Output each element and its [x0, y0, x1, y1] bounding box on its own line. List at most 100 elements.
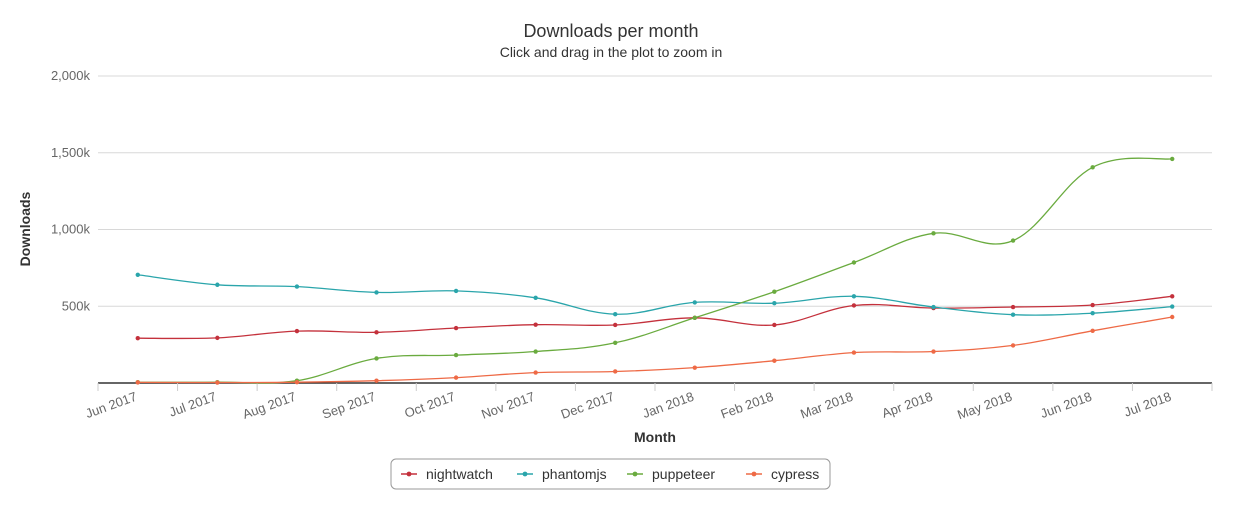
series-phantomjs — [135, 272, 1175, 317]
data-point-phantomjs — [374, 290, 379, 295]
series-line-nightwatch — [137, 295, 1173, 340]
data-point-puppeteer — [931, 231, 936, 236]
data-point-puppeteer — [1010, 238, 1016, 243]
x-tick-label: Mar 2018 — [798, 389, 855, 422]
y-tick-label: 1,500k — [51, 145, 91, 160]
x-tick-label: Apr 2018 — [880, 389, 935, 421]
data-point-nightwatch — [851, 303, 857, 308]
data-point-puppeteer — [1090, 165, 1095, 170]
data-point-nightwatch — [1090, 302, 1095, 308]
y-tick-label: 1,000k — [51, 222, 91, 237]
series-cypress — [135, 314, 1175, 385]
data-point-cypress — [1170, 314, 1175, 320]
legend-item-nightwatch[interactable]: nightwatch — [401, 466, 493, 482]
data-point-nightwatch — [1170, 294, 1175, 299]
data-point-nightwatch — [533, 322, 538, 327]
data-point-puppeteer — [613, 340, 618, 345]
legend: nightwatch phantomjs puppeteer cypress — [390, 458, 831, 490]
data-point-phantomjs — [851, 294, 857, 299]
data-point-nightwatch — [772, 322, 777, 328]
data-point-puppeteer — [533, 349, 538, 354]
series-lines — [135, 156, 1175, 385]
data-point-puppeteer — [692, 315, 697, 320]
gridlines — [98, 75, 1212, 307]
x-tick-label: Jun 2017 — [83, 389, 138, 421]
x-tick-label: Nov 2017 — [479, 389, 536, 422]
legend-marker-icon — [406, 471, 412, 477]
x-axis-ticks: Jun 2017 Jul 2017 Aug 2017 Sep 2017 Oct 2017… — [83, 383, 1213, 423]
data-point-phantomjs — [1170, 304, 1175, 309]
legend-item-puppeteer[interactable]: puppeteer — [627, 466, 715, 482]
legend-label: puppeteer — [652, 466, 715, 482]
y-axis-title: Downloads — [17, 191, 33, 266]
data-point-phantomjs — [1010, 312, 1016, 317]
data-point-cypress — [692, 365, 697, 370]
data-point-phantomjs — [294, 284, 300, 289]
data-point-cypress — [374, 378, 379, 383]
data-point-puppeteer — [453, 352, 459, 358]
x-tick-label: Jan 2018 — [640, 389, 695, 421]
legend-marker-icon — [522, 471, 528, 477]
series-line-phantomjs — [137, 274, 1173, 316]
y-axis-ticks: 500k 1,000k 1,500k 2,000k — [51, 68, 91, 313]
legend-item-cypress[interactable]: cypress — [746, 466, 819, 482]
data-point-phantomjs — [772, 300, 777, 306]
data-point-phantomjs — [692, 300, 697, 305]
data-point-phantomjs — [215, 282, 220, 287]
data-point-puppeteer — [851, 260, 857, 265]
series-line-cypress — [137, 316, 1173, 384]
data-point-nightwatch — [215, 335, 220, 341]
data-point-cypress — [215, 380, 220, 385]
data-point-phantomjs — [453, 288, 459, 294]
data-point-cypress — [1010, 343, 1016, 348]
data-point-puppeteer — [1170, 156, 1175, 162]
series-nightwatch — [135, 294, 1175, 341]
x-tick-label: Dec 2017 — [559, 389, 616, 422]
x-tick-label: Feb 2018 — [719, 389, 776, 422]
legend-item-phantomjs[interactable]: phantomjs — [517, 466, 607, 482]
data-point-puppeteer — [772, 289, 777, 294]
x-axis-title: Month — [634, 429, 676, 445]
data-point-nightwatch — [453, 325, 459, 331]
data-point-cypress — [453, 375, 459, 380]
data-point-nightwatch — [613, 322, 618, 328]
data-point-nightwatch — [1010, 304, 1016, 310]
x-tick-label: May 2018 — [955, 389, 1014, 423]
x-tick-label: Jul 2018 — [1122, 389, 1173, 420]
data-point-phantomjs — [135, 272, 140, 277]
data-point-cypress — [135, 380, 140, 385]
series-line-puppeteer — [137, 157, 1173, 384]
y-tick-label: 2,000k — [51, 68, 91, 83]
data-point-phantomjs — [533, 295, 538, 301]
data-point-nightwatch — [294, 328, 300, 334]
data-point-cypress — [851, 350, 857, 355]
x-tick-label: Jul 2017 — [167, 389, 218, 420]
data-point-nightwatch — [135, 335, 140, 341]
data-point-cypress — [613, 369, 618, 374]
data-point-cypress — [1090, 328, 1095, 334]
legend-box — [390, 458, 831, 490]
legend-marker-icon — [751, 471, 757, 477]
data-point-cypress — [533, 370, 538, 375]
legend-label: nightwatch — [426, 466, 493, 482]
data-point-phantomjs — [613, 312, 618, 317]
legend-label: phantomjs — [542, 466, 607, 482]
chart-subtitle: Click and drag in the plot to zoom in — [500, 44, 723, 60]
chart-title: Downloads per month — [523, 21, 698, 41]
data-point-phantomjs — [931, 304, 936, 310]
data-point-cypress — [294, 380, 300, 385]
data-point-cypress — [931, 349, 936, 354]
data-point-nightwatch — [374, 330, 379, 335]
x-tick-label: Oct 2017 — [402, 389, 457, 421]
legend-marker-icon — [632, 471, 638, 477]
data-point-puppeteer — [374, 356, 379, 361]
y-tick-label: 500k — [62, 298, 91, 313]
data-point-phantomjs — [1090, 310, 1095, 316]
x-tick-label: Sep 2017 — [320, 389, 377, 422]
x-tick-label: Aug 2017 — [241, 389, 298, 422]
legend-label: cypress — [771, 466, 819, 482]
series-puppeteer — [135, 156, 1175, 385]
x-tick-label: Jun 2018 — [1038, 389, 1093, 421]
